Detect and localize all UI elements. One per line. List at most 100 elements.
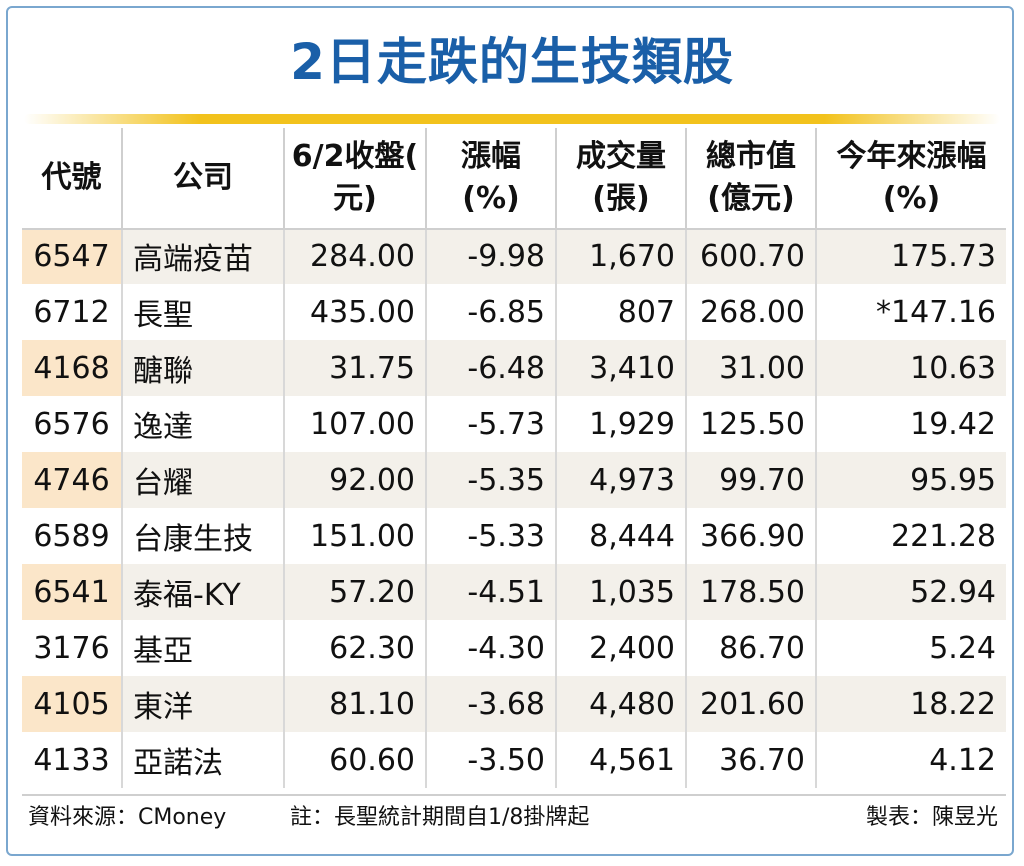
table-row: 4105 東洋 81.10 -3.68 4,480 201.60 18.22 [22, 676, 1006, 732]
header-cell-label: 漲幅 [461, 139, 521, 174]
cell-volume: 807 [555, 284, 686, 340]
cell-ytd: 18.22 [815, 676, 1006, 732]
header-cell-close: 6/2收盤( 元) [283, 128, 426, 228]
cell-change: -4.51 [425, 564, 556, 620]
source-note: 資料來源：CMoney [28, 805, 227, 830]
header-row: 代號 公司 6/2收盤( 元) 漲幅 (%) 成交量 (張) 總市值 (億元) 今年來漲… [22, 128, 1006, 228]
cell-volume: 8,444 [555, 508, 686, 564]
header-cell-market-cap: 總市值 (億元) [685, 128, 816, 228]
cell-change: -3.68 [425, 676, 556, 732]
cell-close: 81.10 [283, 676, 426, 732]
cell-market-cap: 99.70 [685, 452, 816, 508]
header-cell-change: 漲幅 (%) [425, 128, 556, 228]
table-body: 6547 高端疫苗 284.00 -9.98 1,670 600.70 175.73 6712… [22, 228, 1006, 788]
cell-company: 台康生技 [121, 508, 284, 564]
table-bottom-divider [22, 794, 1006, 796]
cell-code: 4105 [22, 676, 122, 732]
header-cell-unit: 元) [333, 181, 377, 216]
cell-volume: 1,035 [555, 564, 686, 620]
chart-title: 2日走跌的生技類股 [290, 33, 734, 91]
cell-volume: 4,561 [555, 732, 686, 788]
cell-close: 151.00 [283, 508, 426, 564]
cell-ytd: 10.63 [815, 340, 1006, 396]
cell-company: 亞諾法 [121, 732, 284, 788]
cell-market-cap: 178.50 [685, 564, 816, 620]
cell-change: -5.35 [425, 452, 556, 508]
header-cell-unit: (%) [882, 181, 941, 216]
header-cell-unit: (億元) [707, 181, 795, 216]
header-cell-label: 代號 [41, 160, 102, 195]
stock-table: 代號 公司 6/2收盤( 元) 漲幅 (%) 成交量 (張) 總市值 (億元) 今年來漲… [22, 128, 1006, 788]
header-divider [22, 228, 1006, 230]
cell-volume: 3,410 [555, 340, 686, 396]
cell-market-cap: 86.70 [685, 620, 816, 676]
cell-market-cap: 268.00 [685, 284, 816, 340]
footer: 資料來源：CMoney 註：長聖統計期間自1/8掛牌起 製表：陳昱光 [28, 800, 998, 836]
cell-market-cap: 600.70 [685, 228, 816, 284]
cell-close: 284.00 [283, 228, 426, 284]
header-cell-label: 公司 [173, 160, 233, 195]
cell-close: 57.20 [283, 564, 426, 620]
cell-company: 泰福-KY [121, 564, 284, 620]
cell-company: 逸達 [121, 396, 284, 452]
cell-code: 3176 [33, 630, 110, 666]
cell-ytd: 175.73 [815, 228, 1006, 284]
cell-company: 長聖 [121, 284, 284, 340]
cell-company: 基亞 [121, 620, 284, 676]
cell-code: 6589 [33, 518, 110, 554]
header-cell-label: 6/2收盤( [291, 139, 419, 174]
cell-code: 6547 [22, 228, 122, 284]
cell-volume: 4,973 [555, 452, 686, 508]
table-row: 6576 逸達 107.00 -5.73 1,929 125.50 19.42 [22, 396, 1006, 452]
cell-ytd: 5.24 [815, 620, 1006, 676]
cell-change: -5.33 [425, 508, 556, 564]
cell-close: 92.00 [283, 452, 426, 508]
header-cell-unit: (%) [462, 181, 520, 216]
cell-ytd: *147.16 [815, 284, 1006, 340]
header-cell-label: 總市值 [706, 139, 796, 174]
cell-market-cap: 201.60 [685, 676, 816, 732]
cell-ytd: 52.94 [815, 564, 1006, 620]
cell-company: 高端疫苗 [121, 228, 284, 284]
cell-volume: 4,480 [555, 676, 686, 732]
cell-close: 107.00 [283, 396, 426, 452]
cell-volume: 1,670 [555, 228, 686, 284]
cell-company: 台耀 [121, 452, 284, 508]
cell-code: 6712 [33, 294, 110, 330]
cell-market-cap: 125.50 [685, 396, 816, 452]
cell-ytd: 95.95 [815, 452, 1006, 508]
cell-close: 31.75 [283, 340, 426, 396]
footnote: 註：長聖統計期間自1/8掛牌起 [290, 805, 590, 830]
header-cell-code: 代號 [22, 128, 122, 228]
cell-change: -3.50 [425, 732, 556, 788]
table-row: 3176 基亞 62.30 -4.30 2,400 86.70 5.24 [22, 620, 1006, 676]
cell-change: -6.85 [425, 284, 556, 340]
cell-volume: 1,929 [555, 396, 686, 452]
cell-code: 4168 [22, 340, 122, 396]
table-row: 4746 台耀 92.00 -5.35 4,973 99.70 95.95 [22, 452, 1006, 508]
cell-close: 435.00 [283, 284, 426, 340]
cell-market-cap: 31.00 [685, 340, 816, 396]
table-row: 6547 高端疫苗 284.00 -9.98 1,670 600.70 175.73 [22, 228, 1006, 284]
cell-close: 60.60 [283, 732, 426, 788]
table-row: 6541 泰福-KY 57.20 -4.51 1,035 178.50 52.94 [22, 564, 1006, 620]
header-cell-volume: 成交量 (張) [555, 128, 686, 228]
header-cell-label: 今年來漲幅 [836, 139, 987, 174]
cell-ytd: 19.42 [815, 396, 1006, 452]
cell-code: 6541 [22, 564, 122, 620]
cell-company: 醣聯 [121, 340, 284, 396]
cell-volume: 2,400 [555, 620, 686, 676]
cell-change: -9.98 [425, 228, 556, 284]
cell-change: -4.30 [425, 620, 556, 676]
cell-market-cap: 366.90 [685, 508, 816, 564]
table-row: 6712 長聖 435.00 -6.85 807 268.00 *147.16 [22, 284, 1006, 340]
cell-market-cap: 36.70 [685, 732, 816, 788]
cell-close: 62.30 [283, 620, 426, 676]
title-underline [24, 114, 1000, 124]
cell-company: 東洋 [121, 676, 284, 732]
cell-code: 4746 [22, 452, 122, 508]
cell-ytd: 221.28 [815, 508, 1006, 564]
header-cell-label: 成交量 [576, 139, 666, 174]
cell-ytd: 4.12 [815, 732, 1006, 788]
table-row: 6589 台康生技 151.00 -5.33 8,444 366.90 221.28 [22, 508, 1006, 564]
